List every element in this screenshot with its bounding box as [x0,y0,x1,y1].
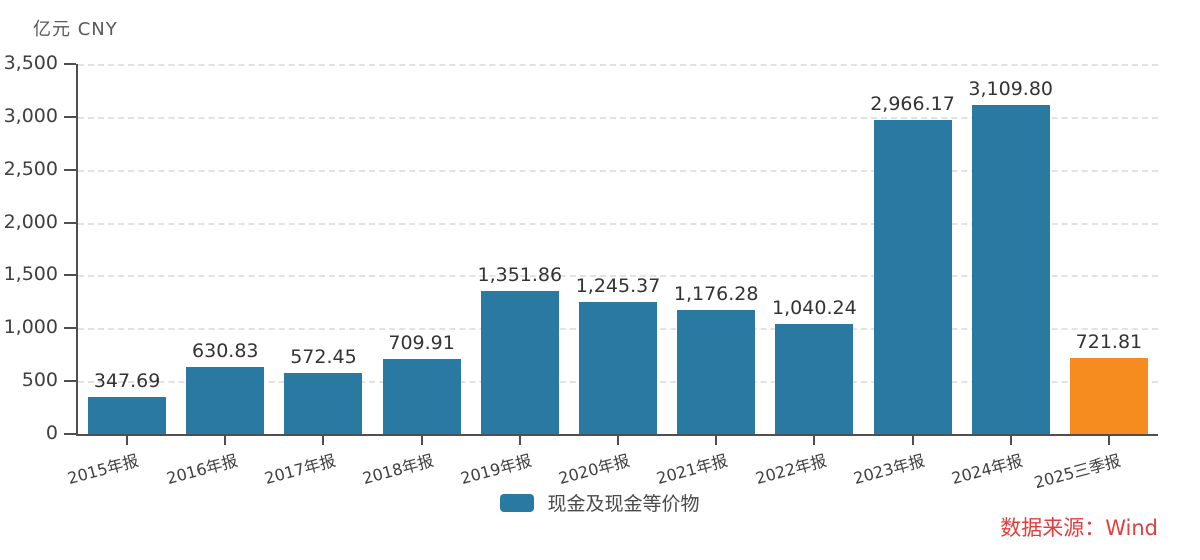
bar-value-label: 1,245.37 [575,275,661,298]
x-axis-tick [126,436,129,445]
bar-2021年报 [677,309,756,434]
x-axis-tick [715,436,718,445]
y-axis-label: 2,000 [3,210,58,233]
legend-label: 现金及现金等价物 [547,493,700,515]
x-axis-label: 2023年报 [851,450,927,489]
x-axis-tick [1107,436,1110,445]
y-axis-line [76,64,78,436]
x-axis-line [76,434,1158,436]
x-axis-label: 2025三季报 [1032,450,1123,493]
bar-value-label: 3,109.80 [968,78,1054,101]
x-axis-label: 2016年报 [164,450,240,489]
bar-value-label: 721.81 [1075,330,1143,353]
y-axis-label: 1,000 [3,316,58,339]
y-axis-label: 3,500 [3,52,58,74]
y-axis-tick [64,274,76,277]
bar-value-label: 1,040.24 [772,297,857,320]
bar-2015年报 [88,397,167,434]
gridline [78,275,1158,278]
bar-value-label: 1,176.28 [673,282,759,305]
bar-2022年报 [775,324,854,434]
legend[interactable]: 现金及现金等价物 [0,489,1200,516]
bar-2023年报 [873,120,952,434]
y-axis-label: 0 [45,422,58,444]
x-axis-tick [911,436,914,445]
x-axis-tick [617,436,619,445]
y-axis-tick [64,168,76,171]
bar-2017年报 [284,373,363,434]
x-axis-label: 2019年报 [458,450,534,489]
y-axis-tick [64,221,76,224]
y-axis-tick [64,327,76,330]
x-axis-tick [420,436,423,445]
data-source-label: 数据来源：Wind [1000,516,1158,540]
bar-value-label: 709.91 [388,331,455,354]
x-axis-label: 2021年报 [654,450,731,489]
y-axis-tick [64,380,76,383]
x-axis-label: 2018年报 [360,450,436,489]
y-axis-tick [64,63,76,65]
bar-value-label: 572.45 [290,346,357,369]
bar-2025三季报 [1069,357,1148,434]
y-axis-label: 3,000 [3,104,58,127]
bar-2016年报 [186,367,265,434]
bar-2018年报 [382,358,461,434]
x-axis-label: 2024年报 [949,450,1025,489]
y-axis-tick [64,433,76,435]
x-axis-tick [518,436,521,445]
gridline [78,116,1158,119]
x-axis-label: 2020年报 [556,450,632,489]
gridline [78,169,1158,172]
y-axis-unit-label: 亿元 CNY [33,19,118,40]
x-axis-tick [813,436,816,445]
bar-2020年报 [579,302,657,434]
x-axis-label: 2022年报 [753,450,829,489]
bar-value-label: 630.83 [192,340,259,363]
x-axis-tick [1009,436,1012,445]
y-axis-tick [64,115,76,118]
gridline [78,222,1158,225]
y-axis-label: 2,500 [3,157,58,180]
bar-2019年报 [480,291,559,434]
plot-area: 0 500 1,000 1,500 2,000 2,500 3,000 3,500 347.69… [4,52,1158,492]
y-axis-label: 500 [21,369,58,392]
x-axis-label: 2017年报 [262,450,338,489]
bar-value-label: 347.69 [93,370,161,393]
y-axis-label: 1,500 [3,263,58,286]
x-axis-tick [322,436,325,445]
bar-2024年报 [971,105,1050,434]
bar-value-label: 2,966.17 [870,93,955,116]
x-axis-tick [224,436,227,445]
x-axis-label: 2015年报 [65,450,142,489]
gridline [78,64,1158,66]
legend-swatch [500,493,535,512]
bar-value-label: 1,351.86 [477,264,563,287]
